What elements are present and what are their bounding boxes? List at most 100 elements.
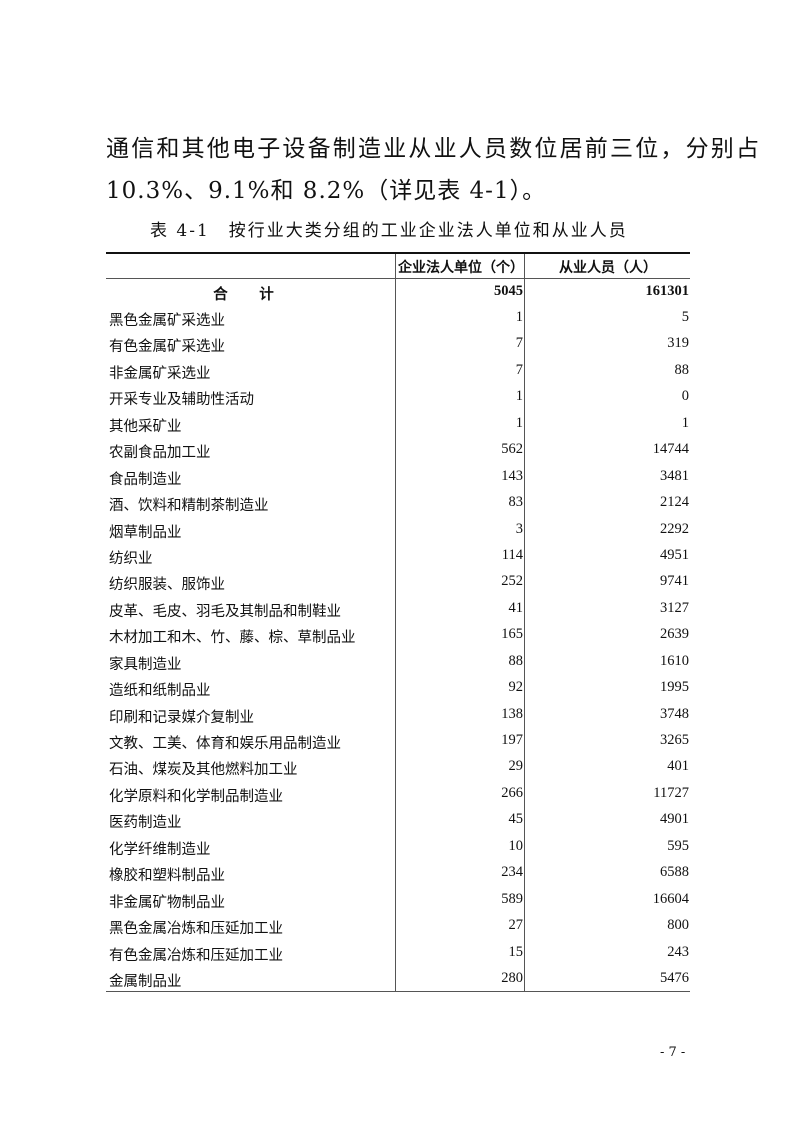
table-row: 石油、煤炭及其他燃料加工业 29 401 [106,754,690,780]
employees-cell: 2124 [660,494,689,511]
units-cell: 114 [501,546,523,563]
units-cell: 138 [501,705,523,722]
industry-name: 家具制造业 [109,656,182,673]
employees-cell: 6588 [660,864,689,881]
body-paragraph-line: 通信和其他电子设备制造业从业人员数位居前三位，分别占 [106,136,762,162]
industry-name: 烟草制品业 [109,524,182,541]
industry-name: 造纸和纸制品业 [109,683,211,700]
units-cell: 280 [501,970,523,986]
employees-cell: 2292 [660,520,689,537]
table-row: 黑色金属冶炼和压延加工业 27 800 [106,913,690,939]
industry-name: 木材加工和木、竹、藤、棕、草制品业 [109,630,356,647]
table-row: 文教、工美、体育和娱乐用品制造业 197 3265 [106,728,690,754]
table-bottom-rule [106,991,690,992]
employees-cell: 4951 [660,546,689,563]
total-units: 5045 [494,283,523,299]
employees-cell: 800 [667,917,689,934]
industry-name: 化学原料和化学制品制造业 [109,788,283,805]
units-cell: 589 [501,890,523,907]
header-employees: 从业人员（人） [559,261,657,276]
table-row: 金属制品业 280 5476 [106,966,690,992]
industry-name: 非金属矿采选业 [109,365,211,382]
units-cell: 7 [515,361,523,378]
employees-cell: 14744 [652,441,689,458]
units-cell: 562 [501,441,523,458]
table-row: 开采专业及辅助性活动 1 0 [106,384,690,410]
industry-name: 开采专业及辅助性活动 [109,392,254,409]
employees-cell: 1610 [660,652,689,669]
units-cell: 1 [515,388,523,405]
table-row: 造纸和纸制品业 92 1995 [106,675,690,701]
employees-cell: 319 [667,335,689,352]
table-row: 非金属矿采选业 7 88 [106,358,690,384]
table-row: 纺织业 114 4951 [106,543,690,569]
industry-name: 皮革、毛皮、羽毛及其制品和制鞋业 [109,603,341,620]
units-cell: 83 [508,494,524,511]
employees-cell: 3127 [660,599,689,616]
page-number: - 7 - [660,1045,686,1060]
table-row: 印刷和记录媒介复制业 138 3748 [106,702,690,728]
units-cell: 15 [508,943,524,960]
units-cell: 197 [501,732,523,749]
employees-cell: 401 [667,758,689,775]
industry-name: 农副食品加工业 [109,445,211,462]
industry-name: 非金属矿物制品业 [109,894,225,911]
employees-cell: 3748 [660,705,689,722]
table-row: 酒、饮料和精制茶制造业 83 2124 [106,490,690,516]
industry-table: 企业法人单位（个） 从业人员（人） 合 计 5045 161301 黑色金属矿采… [106,252,690,992]
total-employees: 161301 [645,283,690,299]
units-cell: 41 [508,599,524,616]
table-row: 纺织服装、服饰业 252 9741 [106,569,690,595]
units-cell: 27 [508,917,524,934]
table-header-rule [106,278,690,279]
industry-name: 食品制造业 [109,471,182,488]
industry-name: 文教、工美、体育和娱乐用品制造业 [109,736,341,753]
table-row: 其他采矿业 1 1 [106,411,690,437]
units-cell: 1 [515,309,523,325]
units-cell: 88 [508,652,524,669]
table-row: 烟草制品业 3 2292 [106,517,690,543]
table-row: 木材加工和木、竹、藤、棕、草制品业 165 2639 [106,622,690,648]
employees-cell: 243 [667,943,689,960]
units-cell: 3 [515,520,523,537]
units-cell: 45 [508,811,524,828]
industry-name: 有色金属矿采选业 [109,339,225,356]
units-cell: 29 [508,758,524,775]
column-divider [524,254,525,992]
employees-cell: 11727 [653,784,689,801]
table-row: 皮革、毛皮、羽毛及其制品和制鞋业 41 3127 [106,596,690,622]
industry-name: 纺织服装、服饰业 [109,577,225,594]
industry-name: 石油、煤炭及其他燃料加工业 [109,762,298,779]
industry-name: 黑色金属冶炼和压延加工业 [109,921,283,938]
table-row: 有色金属矿采选业 7 319 [106,331,690,357]
industry-name: 酒、饮料和精制茶制造业 [109,498,269,515]
total-row: 合 计 5045 161301 [106,279,690,305]
employees-cell: 2639 [660,626,689,643]
table-row: 有色金属冶炼和压延加工业 15 243 [106,940,690,966]
employees-cell: 5 [681,309,689,325]
employees-cell: 4901 [660,811,689,828]
employees-cell: 595 [667,837,689,854]
table-row: 非金属矿物制品业 589 16604 [106,887,690,913]
column-divider [395,254,396,992]
employees-cell: 5476 [660,970,689,986]
table-row: 化学原料和化学制品制造业 266 11727 [106,781,690,807]
table-row: 黑色金属矿采选业 1 5 [106,305,690,331]
header-units: 企业法人单位（个） [398,261,524,276]
industry-name: 纺织业 [109,550,153,567]
table-caption: 表 4-1 按行业大类分组的工业企业法人单位和从业人员 [150,221,628,241]
employees-cell: 1 [681,414,689,431]
employees-cell: 16604 [652,890,689,907]
units-cell: 143 [501,467,523,484]
units-cell: 252 [501,573,523,590]
table-row: 农副食品加工业 562 14744 [106,437,690,463]
industry-name: 印刷和记录媒介复制业 [109,709,254,726]
industry-name: 金属制品业 [109,974,182,990]
table-row: 橡胶和塑料制品业 234 6588 [106,860,690,886]
employees-cell: 3265 [660,732,689,749]
industry-name: 化学纤维制造业 [109,841,211,858]
employees-cell: 3481 [660,467,689,484]
units-cell: 266 [501,784,523,801]
table-row: 食品制造业 143 3481 [106,464,690,490]
industry-name: 有色金属冶炼和压延加工业 [109,947,283,964]
